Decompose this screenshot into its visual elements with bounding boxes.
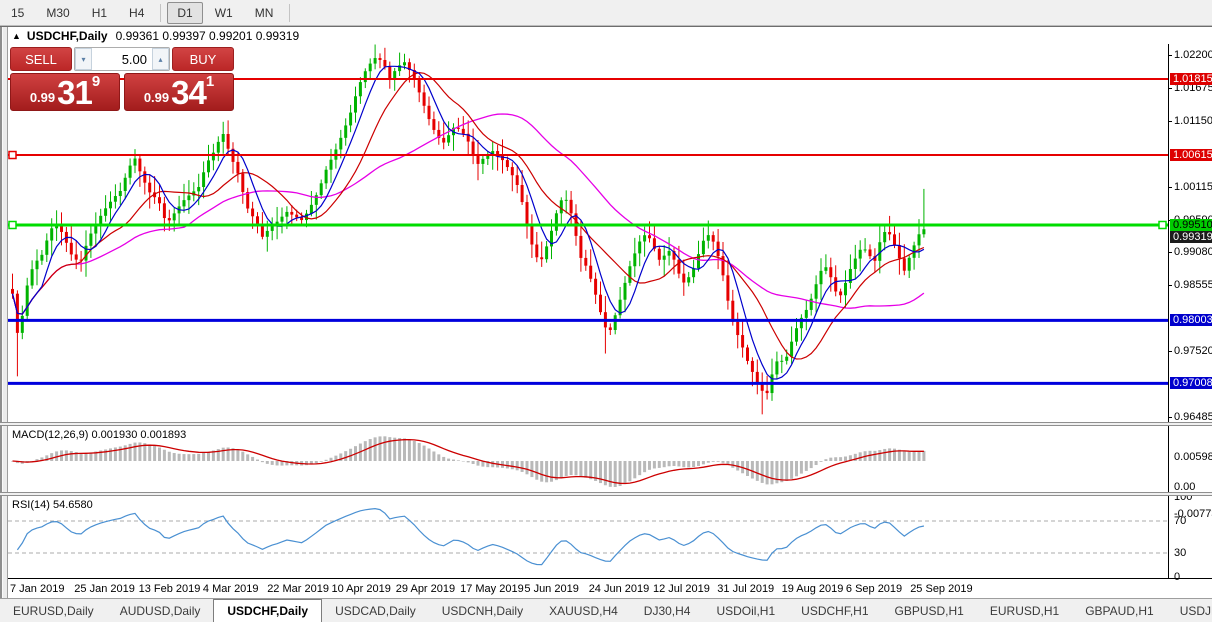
price-axis-label: 0.99080 [1174,246,1212,259]
timeframe-button-m30[interactable]: M30 [46,5,70,20]
date-axis-label: 24 Jun 2019 [588,583,650,595]
price-level-badge: 0.99319 [1170,231,1212,244]
macd-panel[interactable]: MACD(12,26,9) 0.001930 0.001893 [8,426,1168,492]
chart-window: ▲ USDCHF,Daily 0.99361 0.99397 0.99201 0… [0,26,1212,599]
axis-tick [1169,416,1172,418]
axis-tick [1169,285,1172,287]
date-axis-label: 25 Sep 2019 [910,583,973,595]
price-axis-label: 1.01150 [1174,115,1212,128]
one-click-trade-panel: SELL ▾ 5.00 ▴ BUY 0.99 31 9 0.99 34 1 [10,47,234,111]
volume-stepper: ▾ 5.00 ▴ [74,47,170,71]
rsi-panel[interactable]: RSI(14) 54.6580 [8,496,1168,578]
price-level-badge: 1.01815 [1170,73,1212,86]
date-axis[interactable]: 7 Jan 2019 25 Jan 2019 13 Feb 2019 4 Mar 20… [8,578,1212,599]
chart-tab-usdjp[interactable]: USDJP [1179,603,1212,618]
collapse-triangle-icon[interactable]: ▲ [12,30,21,41]
macd-axis-label: 0.00 [1174,481,1196,493]
date-axis-label: 5 Jun 2019 [524,583,579,595]
price-level-badge: 0.99510 [1170,218,1212,231]
window-left-edge [0,27,8,598]
axis-tick [1169,87,1172,89]
price-axis-label: 0.98555 [1174,279,1212,292]
price-axis[interactable]: 1.022001.016751.011501.001150.995900.990… [1168,44,1212,583]
date-axis-label: 19 Aug 2019 [781,583,844,595]
chart-tab-usdoil-h1[interactable]: USDOil,H1 [716,603,776,618]
price-level-badge: 1.00615 [1170,149,1212,161]
volume-input[interactable]: 5.00 [121,51,147,67]
toolbar-separator [160,3,162,22]
ask-price-box[interactable]: 0.99 34 1 [124,73,234,111]
chart-ohlc-values: 0.99361 0.99397 0.99201 0.99319 [115,28,300,43]
date-axis-label: 22 Mar 2019 [267,583,329,595]
date-axis-label: 17 May 2019 [460,583,524,595]
date-axis-label: 4 Mar 2019 [202,583,259,595]
chart-tab-eurusd-daily[interactable]: EURUSD,Daily [13,603,94,618]
price-level-badge: 0.97008 [1170,377,1212,390]
date-axis-label: 13 Feb 2019 [138,583,201,595]
axis-tick [1169,186,1172,188]
volume-increase-icon[interactable]: ▴ [152,48,169,70]
chart-tab-gbpusd-h1[interactable]: GBPUSD,H1 [894,603,964,618]
price-axis-label: 0.96485 [1174,410,1212,423]
toolbar-separator [289,3,291,22]
chart-title-bar: ▲ USDCHF,Daily 0.99361 0.99397 0.99201 0… [8,27,1212,44]
axis-tick [1169,54,1172,56]
ask-price-pip: 1 [205,73,215,90]
macd-axis-label: 0.005986 [1174,451,1212,463]
timeframe-button-h1[interactable]: H1 [91,5,108,20]
panel-separator[interactable] [0,422,1212,426]
panel-separator[interactable] [0,492,1212,496]
chart-tab-usdcad-daily[interactable]: USDCAD,Daily [335,603,416,618]
buy-button[interactable]: BUY [172,47,234,71]
chart-tab-gbpaud-h1[interactable]: GBPAUD,H1 [1085,603,1154,618]
timeframe-button-w1[interactable]: W1 [214,5,233,20]
ask-price-main: 34 [171,74,207,111]
chart-tab-usdchf-h1[interactable]: USDCHF,H1 [801,603,869,618]
axis-tick [1169,351,1172,352]
ask-price-base: 0.99 [143,90,170,105]
chart-tab-audusd-daily[interactable]: AUDUSD,Daily [119,603,201,618]
date-axis-label: 10 Apr 2019 [331,583,391,595]
date-axis-label: 12 Jul 2019 [653,583,710,595]
chart-tab-bar: EURUSD,Daily AUDUSD,Daily USDCHF,Daily USDC… [0,598,1212,622]
price-axis-label: 1.02200 [1174,48,1212,61]
timeframe-button-15[interactable]: 15 [11,5,25,20]
macd-indicator-label: MACD(12,26,9) 0.001930 0.001893 [12,429,187,441]
chart-tab-eurusd-h1[interactable]: EURUSD,H1 [989,603,1060,618]
date-axis-label: 25 Jan 2019 [74,583,135,595]
price-axis-label: 0.97520 [1174,345,1212,357]
bid-price-box[interactable]: 0.99 31 9 [10,73,120,111]
timeframe-button-d1[interactable]: D1 [167,1,203,24]
timeframe-button-mn[interactable]: MN [254,5,274,20]
date-axis-label: 7 Jan 2019 [10,583,65,595]
date-axis-label: 29 Apr 2019 [395,583,456,595]
axis-tick [1169,121,1172,123]
bid-price-main: 31 [57,74,93,111]
rsi-axis-label: 70 [1174,515,1187,527]
rsi-axis-label: 30 [1174,547,1187,559]
timeframe-toolbar: 15 M30 H1 H4 D1 W1 MN [0,0,1212,26]
axis-tick [1169,252,1172,254]
bid-price-base: 0.99 [29,90,56,105]
chart-tab-usdcnh-daily[interactable]: USDCNH,Daily [441,603,524,618]
chart-tab-usdchf-daily[interactable]: USDCHF,Daily [213,599,323,622]
chart-symbol-title: USDCHF,Daily [26,28,108,43]
date-axis-label: 31 Jul 2019 [717,583,775,595]
chart-tab-xauusd-h4[interactable]: XAUUSD,H4 [549,603,618,618]
timeframe-button-h4[interactable]: H4 [129,5,145,20]
price-level-badge: 0.98003 [1170,314,1212,327]
sell-button[interactable]: SELL [10,47,72,71]
date-axis-label: 6 Sep 2019 [845,583,903,595]
chart-tab-dj30-h4[interactable]: DJ30,H4 [643,603,691,618]
price-axis-label: 1.00115 [1174,180,1212,193]
rsi-axis-label: 0 [1174,571,1181,583]
rsi-indicator-label: RSI(14) 54.6580 [12,499,93,511]
volume-decrease-icon[interactable]: ▾ [75,48,92,70]
bid-price-pip: 9 [91,73,101,90]
macd-axis-label: -0.007737 [1174,508,1212,520]
